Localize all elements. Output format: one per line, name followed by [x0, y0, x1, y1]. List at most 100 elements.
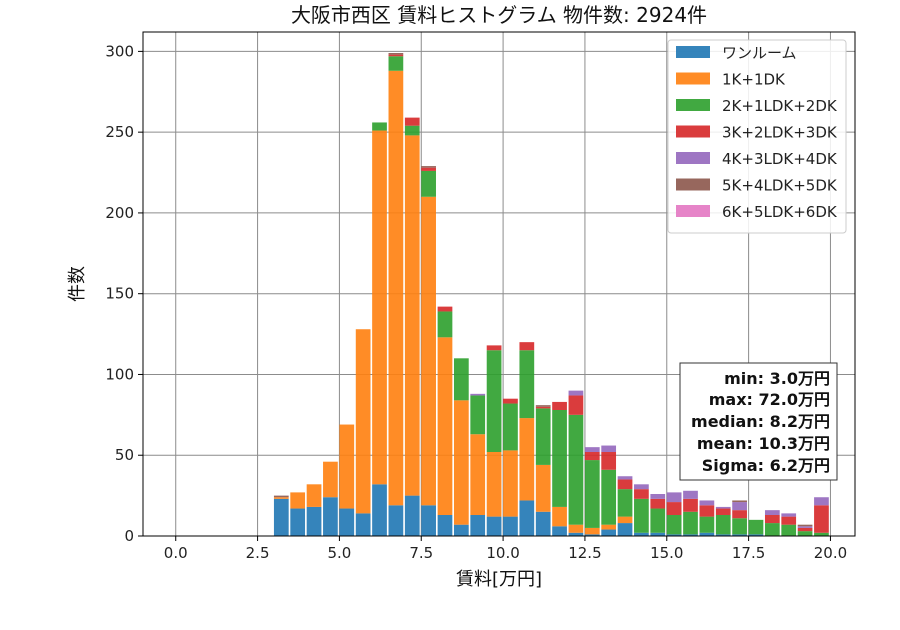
bar-segment-series-5 — [273, 495, 289, 498]
legend-label: 1K+1DK — [722, 71, 786, 89]
histogram-bars — [273, 53, 829, 536]
bar-segment-series-5 — [535, 405, 551, 407]
bar-segment-series-2 — [519, 350, 535, 419]
bar-segment-series-3 — [421, 167, 436, 171]
bar-segment-series-1 — [323, 461, 338, 498]
bar-segment-series-0 — [683, 534, 698, 536]
bar-segment-series-1 — [568, 524, 584, 533]
bar-segment-series-1 — [404, 135, 420, 496]
bar-segment-series-4 — [601, 445, 617, 452]
bar-segment-series-0 — [519, 500, 535, 536]
legend-swatch — [676, 99, 710, 111]
bar-segment-series-2 — [535, 408, 551, 465]
x-axis-ticks: 0.0 2.5 5.0 7.5 10.0 12.5 15.0 17.5 20.0 — [164, 536, 847, 562]
bar-segment-series-0 — [388, 505, 404, 536]
legend-label: 3K+2LDK+3DK — [722, 124, 838, 142]
chart-title: 大阪市西区 賃料ヒストグラム 物件数: 2924件 — [291, 3, 707, 27]
bar-segment-series-3 — [666, 502, 682, 515]
legend-swatch — [676, 46, 710, 58]
bar-segment-series-2 — [732, 518, 747, 535]
bar-segment-series-2 — [568, 414, 584, 525]
bar-segment-series-2 — [699, 516, 715, 533]
bar-segment-series-2 — [421, 170, 436, 197]
bar-segment-series-4 — [781, 513, 797, 517]
y-tick-label: 100 — [105, 365, 134, 383]
bar-segment-series-4 — [715, 506, 731, 509]
bar-segment-series-3 — [535, 406, 551, 409]
bar-segment-series-5 — [421, 166, 436, 168]
bar-segment-series-4 — [584, 447, 600, 452]
bar-segment-series-0 — [404, 495, 420, 536]
bar-segment-series-0 — [372, 484, 387, 536]
x-tick-label: 15.0 — [650, 544, 683, 562]
legend-label: 5K+4LDK+5DK — [722, 177, 838, 195]
bar-segment-series-0 — [601, 529, 617, 536]
y-tick-label: 50 — [115, 446, 134, 464]
bar-segment-series-3 — [781, 516, 797, 525]
bar-segment-series-3 — [552, 401, 567, 410]
bar-segment-series-2 — [388, 56, 404, 71]
bar-segment-series-2 — [764, 523, 780, 536]
bar-segment-series-2 — [634, 498, 649, 533]
bar-segment-series-1 — [552, 506, 567, 527]
bar-segment-series-2 — [781, 524, 797, 536]
y-tick-label: 0 — [124, 527, 134, 545]
legend-swatch — [676, 152, 710, 164]
legend-label: ワンルーム — [722, 44, 797, 62]
bar-segment-series-1 — [339, 424, 355, 509]
y-tick-label: 300 — [105, 42, 134, 60]
stat-sigma: Sigma: 6.2万円 — [702, 456, 830, 475]
bar-segment-series-4 — [683, 490, 698, 499]
bar-segment-series-0 — [503, 516, 518, 536]
bar-segment-series-0 — [323, 497, 338, 536]
bar-segment-series-1 — [584, 527, 600, 535]
bar-segment-series-2 — [683, 511, 698, 535]
bar-segment-series-3 — [568, 395, 584, 415]
bar-segment-series-0 — [273, 498, 289, 536]
bar-segment-series-2 — [486, 350, 502, 452]
x-tick-label: 2.5 — [246, 544, 270, 562]
bar-segment-series-2 — [453, 358, 469, 401]
bar-segment-series-1 — [290, 492, 306, 509]
bar-segment-series-2 — [552, 410, 567, 507]
bar-segment-series-3 — [764, 515, 780, 524]
bar-segment-series-5 — [797, 524, 813, 527]
bar-segment-series-0 — [306, 506, 322, 536]
legend-label: 2K+1LDK+2DK — [722, 97, 838, 115]
bar-segment-series-5 — [388, 53, 404, 55]
bar-segment-series-2 — [503, 403, 518, 451]
x-axis-label: 賃料[万円] — [456, 569, 542, 590]
bar-segment-series-4 — [470, 393, 486, 396]
x-tick-label: 12.5 — [568, 544, 601, 562]
bar-segment-series-3 — [683, 498, 698, 512]
legend-swatch — [676, 178, 710, 191]
x-tick-label: 5.0 — [327, 544, 351, 562]
bar-segment-series-3 — [486, 345, 502, 351]
stats-box-frame — [679, 362, 838, 481]
stats-box: min: 3.0万円 max: 72.0万円 median: 8.2万円 mea… — [679, 362, 838, 481]
stat-median: median: 8.2万円 — [691, 412, 830, 431]
bar-segment-series-2 — [814, 532, 829, 536]
bar-segment-series-1 — [503, 450, 518, 517]
bar-segment-series-0 — [568, 532, 584, 536]
bar-segment-series-0 — [453, 524, 469, 536]
x-tick-label: 20.0 — [814, 544, 847, 562]
bar-segment-series-3 — [634, 489, 649, 499]
legend-swatch — [676, 72, 710, 85]
bar-segment-series-2 — [797, 531, 813, 536]
bar-segment-series-3 — [797, 527, 813, 532]
bar-segment-series-3 — [650, 498, 666, 509]
y-axis-ticks: 0 50 100 150 200 250 300 — [105, 42, 143, 545]
bar-segment-series-2 — [470, 395, 486, 435]
bar-segment-series-2 — [584, 460, 600, 528]
bar-segment-series-4 — [617, 476, 633, 480]
bar-segment-series-3 — [503, 398, 518, 404]
legend-label: 6K+5LDK+6DK — [722, 203, 838, 221]
bar-segment-series-1 — [453, 400, 469, 525]
bar-segment-series-2 — [617, 489, 633, 517]
bar-segment-series-3 — [519, 342, 535, 351]
legend: ワンルーム 1K+1DK 2K+1LDK+2DK 3K+2LDK+3DK 4K+3LDK… — [667, 39, 847, 234]
bar-segment-series-3 — [617, 479, 633, 490]
bar-segment-series-0 — [552, 526, 567, 536]
